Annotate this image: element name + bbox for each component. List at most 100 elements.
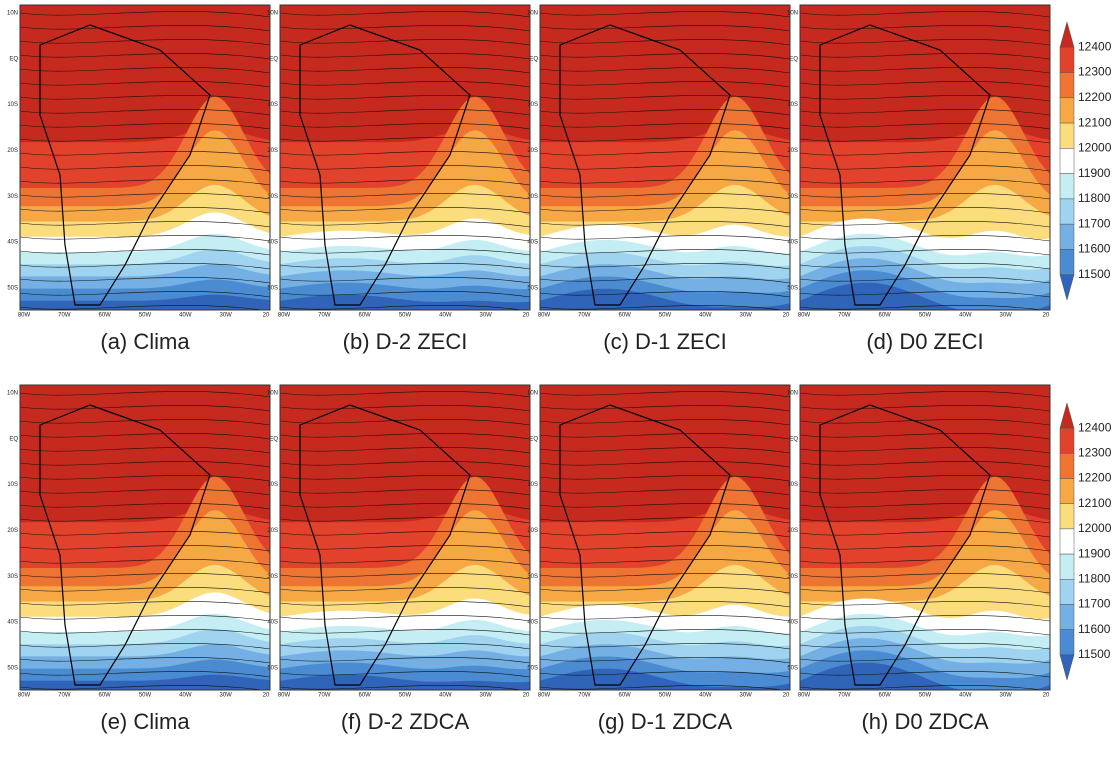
streamline [800,531,1050,538]
lon-label: 40W [699,693,712,699]
lat-label: EQ [789,436,798,442]
lon-label: 50W [919,693,932,699]
lat-label: 10N [7,11,18,17]
streamline [800,81,1050,88]
continent-outline [559,404,731,686]
lat-label: 40S [787,620,798,626]
streamline [280,235,530,242]
streamline [540,221,790,228]
lat-label: 10S [7,482,18,488]
lon-label: 60W [878,313,891,319]
streamline [540,601,790,608]
lat-label: 40S [527,240,538,246]
continent-outline [39,24,211,306]
streamline [20,249,270,256]
lon-label: 30W [739,313,752,319]
streamline [20,53,270,60]
lon-label: 60W [98,693,111,699]
map-panel: 10N EQ 10S 20S 30S 40S 50S 80W 70W 60W 50W 40W 30W 20… [527,4,791,354]
streamline [20,601,270,608]
streamline [280,559,530,566]
streamline [540,95,790,102]
lon-label: 70W [58,313,71,319]
streamline [280,249,530,256]
colorbar-box [1059,148,1075,174]
streamline [280,277,530,284]
streamline [800,643,1050,650]
map-frame [279,4,531,311]
streamline [280,95,530,102]
colorbar-box [1059,97,1075,124]
streamline [540,629,790,636]
colorbar-label: 11800 [1078,571,1111,585]
panel-caption: (d) D0 ZECI [866,329,983,354]
colorbar-label: 11500 [1078,647,1111,661]
lon-label: 50W [399,313,412,319]
streamline [800,391,1050,398]
colorbar-label: 12300 [1078,65,1112,79]
streamline [540,461,790,468]
colorbar-box [1059,198,1075,225]
streamline [20,263,270,270]
lat-label: 20S [267,148,278,154]
band [20,294,270,310]
streamline [800,151,1050,158]
lon-label: 70W [58,693,71,699]
streamline [540,291,790,298]
streamline [800,671,1050,678]
colorbar-label: 12000 [1078,141,1112,155]
streamline [280,67,530,74]
lon-label: 80W [18,693,31,699]
streamline [280,165,530,172]
streamline [20,165,270,172]
streamline [280,193,530,200]
streamline [20,305,265,310]
streamline [540,517,790,524]
streamline [20,151,270,158]
lon-label: 50W [659,693,672,699]
lon-label: 20 [783,693,790,699]
streamline [800,573,1050,580]
streamline [20,531,270,538]
map-field [800,5,1050,310]
map-frame [19,384,271,691]
lon-label: 20 [1043,313,1050,319]
lat-label: 10N [267,391,278,397]
streamline [280,629,530,636]
lon-label: 40W [439,693,452,699]
lat-label: 30S [267,574,278,580]
lon-label: 70W [838,313,851,319]
streamline [280,207,530,214]
colorbar-label: 11700 [1078,216,1111,230]
lon-label: 70W [578,693,591,699]
lat-label: 10S [787,482,798,488]
lat-label: 50S [787,286,798,292]
lat-label: EQ [9,56,18,62]
streamline [540,643,790,650]
streamline [540,25,790,32]
lon-label: 30W [219,313,232,319]
streamline [280,179,530,186]
continent-outline [819,404,991,686]
streamline [280,137,530,144]
streamline [20,573,270,580]
lon-label: 80W [278,693,291,699]
map-field [280,5,530,310]
colorbar-label: 11700 [1078,597,1111,611]
map-panel: 10N EQ 10S 20S 30S 40S 50S 80W 70W 60W 50W 40W 30W 20… [787,384,1051,734]
map-frame [799,384,1051,691]
lon-label: 60W [618,313,631,319]
streamline [540,671,790,678]
streamline [280,433,530,440]
map-panel: 10N EQ 10S 20S 30S 40S 50S 80W 70W 60W 50W 40W 30W 20… [267,4,531,354]
streamline [800,447,1050,454]
streamline [280,685,525,690]
lat-label: EQ [269,56,278,62]
streamline [280,601,530,608]
colorbar-label: 11500 [1078,267,1111,281]
streamline [20,475,270,482]
streamline [540,207,790,214]
streamline [800,221,1050,228]
streamline [280,489,530,496]
colorbar-label: 11900 [1078,166,1111,180]
